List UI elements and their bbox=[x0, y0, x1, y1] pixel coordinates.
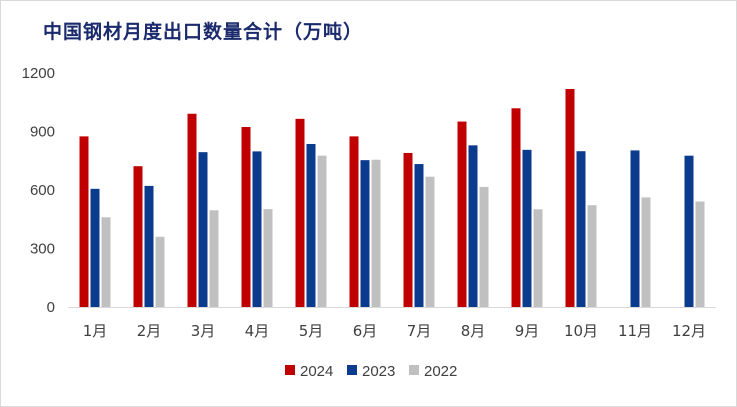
y-tick-label: 1200 bbox=[22, 65, 55, 82]
bar-2022 bbox=[695, 201, 705, 307]
bar-2022 bbox=[425, 176, 435, 307]
bar-2023 bbox=[684, 155, 694, 307]
bar-2024 bbox=[403, 152, 413, 307]
bar-2023 bbox=[360, 160, 370, 307]
bar-2023 bbox=[468, 145, 478, 307]
legend-label-2023: 2023 bbox=[362, 363, 395, 380]
bar-2022 bbox=[101, 217, 111, 307]
bar-2023 bbox=[90, 188, 100, 307]
bar-2023 bbox=[252, 151, 262, 307]
x-tick-label: 10月 bbox=[564, 322, 598, 340]
bar-2024 bbox=[511, 108, 521, 307]
bar-2024 bbox=[187, 113, 197, 307]
bar-2024 bbox=[457, 121, 467, 308]
legend-label-2024: 2024 bbox=[300, 363, 333, 380]
x-tick-label: 6月 bbox=[353, 322, 378, 340]
chart-title: 中国钢材月度出口数量合计（万吨） bbox=[43, 21, 364, 43]
x-tick-label: 3月 bbox=[191, 322, 216, 340]
bar-2023 bbox=[144, 185, 154, 307]
bar-2023 bbox=[630, 150, 640, 307]
x-tick-label: 11月 bbox=[618, 322, 652, 340]
legend-swatch-2022 bbox=[409, 365, 419, 375]
bar-2022 bbox=[263, 209, 273, 307]
legend-swatch-2024 bbox=[285, 365, 295, 375]
x-tick-label: 1月 bbox=[83, 322, 108, 340]
y-tick-label: 300 bbox=[30, 241, 55, 258]
bar-2022 bbox=[587, 205, 597, 307]
bar-2023 bbox=[306, 143, 316, 307]
bar-2024 bbox=[349, 136, 359, 307]
bar-2024 bbox=[565, 88, 575, 308]
bar-2022 bbox=[533, 209, 543, 307]
bar-2024 bbox=[79, 136, 89, 307]
bar-2024 bbox=[133, 166, 143, 307]
bar-2022 bbox=[641, 197, 651, 307]
bar-2022 bbox=[479, 186, 489, 307]
bar-2022 bbox=[371, 159, 381, 307]
legend-label-2022: 2022 bbox=[424, 363, 457, 380]
x-tick-label: 5月 bbox=[299, 322, 324, 340]
bar-2022 bbox=[209, 210, 219, 307]
y-tick-label: 900 bbox=[30, 124, 55, 141]
x-tick-label: 7月 bbox=[407, 322, 432, 340]
y-tick-label: 600 bbox=[30, 182, 55, 199]
bar-2023 bbox=[198, 152, 208, 307]
bar-2022 bbox=[317, 155, 327, 307]
x-tick-label: 12月 bbox=[672, 322, 706, 340]
bar-2022 bbox=[155, 236, 165, 307]
bar-2024 bbox=[295, 118, 305, 307]
legend-swatch-2023 bbox=[347, 365, 357, 375]
y-tick-label: 0 bbox=[47, 299, 55, 316]
bar-2024 bbox=[241, 127, 251, 307]
bar-2023 bbox=[414, 164, 424, 307]
bar-2023 bbox=[576, 151, 586, 307]
x-tick-label: 9月 bbox=[515, 322, 540, 340]
bar-2023 bbox=[522, 149, 532, 307]
x-tick-label: 8月 bbox=[461, 322, 486, 340]
x-tick-label: 2月 bbox=[137, 322, 162, 340]
x-tick-label: 4月 bbox=[245, 322, 270, 340]
